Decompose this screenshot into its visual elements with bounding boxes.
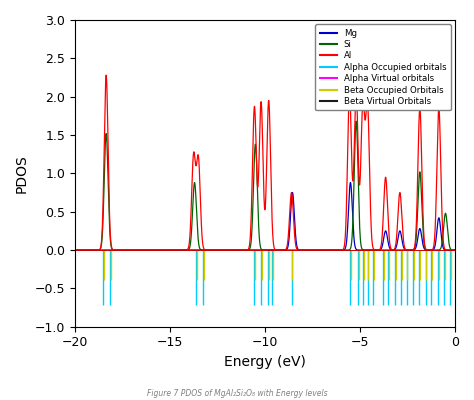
Si	[207, 248, 213, 252]
Line: Mg: Mg	[65, 182, 465, 250]
Mg	[347, 180, 353, 185]
Al	[147, 248, 153, 252]
Si	[380, 248, 385, 252]
X-axis label: Energy (eV): Energy (eV)	[224, 355, 306, 369]
Si	[353, 119, 359, 124]
Legend: Mg, Si, Al, Alpha Occupied orbitals, Alpha Virtual orbitals, Beta Occupied Orbit: Mg, Si, Al, Alpha Occupied orbitals, Alp…	[315, 24, 451, 110]
Al	[103, 73, 109, 78]
Al	[380, 226, 385, 231]
Line: Al: Al	[65, 75, 465, 250]
Mg	[63, 248, 68, 252]
Mg	[316, 248, 322, 252]
Y-axis label: PDOS: PDOS	[15, 154, 29, 193]
Mg	[462, 248, 467, 252]
Si	[299, 248, 304, 252]
Si	[63, 248, 68, 252]
Mg	[358, 248, 364, 252]
Si	[462, 248, 467, 252]
Al	[358, 137, 364, 142]
Si	[303, 248, 309, 252]
Mg	[299, 248, 304, 252]
Si	[316, 248, 322, 252]
Text: Figure 7 PDOS of MgAl₂Si₂O₈ with Energy levels: Figure 7 PDOS of MgAl₂Si₂O₈ with Energy …	[146, 389, 328, 398]
Al	[462, 248, 467, 252]
Al	[316, 248, 322, 252]
Al	[207, 248, 213, 252]
Mg	[380, 242, 385, 247]
Mg	[207, 248, 213, 252]
Al	[63, 248, 68, 252]
Si	[82, 248, 88, 252]
Line: Si: Si	[65, 121, 465, 250]
Mg	[82, 248, 88, 252]
Al	[299, 248, 304, 252]
Si	[358, 244, 364, 249]
Al	[82, 248, 88, 252]
